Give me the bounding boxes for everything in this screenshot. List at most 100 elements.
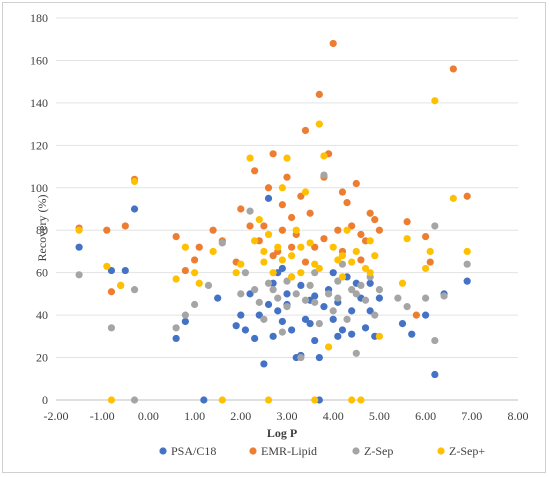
y-axis-title: Recovery (%) bbox=[35, 195, 49, 262]
data-point bbox=[204, 281, 213, 289]
data-point bbox=[278, 226, 286, 234]
data-point bbox=[426, 258, 434, 266]
data-point bbox=[334, 277, 342, 285]
legend-item: EMR-Lipid bbox=[249, 444, 317, 458]
legend-label: Z-Sep bbox=[364, 444, 393, 458]
data-point bbox=[255, 298, 263, 306]
data-point bbox=[255, 311, 263, 319]
data-point bbox=[251, 334, 259, 343]
data-point bbox=[264, 396, 273, 404]
data-point bbox=[440, 292, 448, 300]
y-tick-label: 0 bbox=[42, 393, 48, 407]
data-point bbox=[343, 199, 351, 207]
legend-marker bbox=[159, 447, 167, 455]
data-point bbox=[361, 264, 370, 273]
data-point bbox=[195, 279, 203, 287]
data-point bbox=[107, 324, 116, 332]
data-point bbox=[246, 222, 254, 230]
data-point bbox=[274, 307, 282, 315]
x-tick-label: 5.00 bbox=[369, 409, 390, 423]
y-tick-label: 20 bbox=[36, 351, 48, 365]
data-point bbox=[278, 201, 286, 209]
data-point bbox=[311, 269, 319, 277]
data-point bbox=[408, 330, 416, 338]
data-point bbox=[371, 216, 379, 224]
data-point bbox=[297, 269, 305, 277]
x-tick-labels: -2.00 -1.00 0.00 1.00 2.00 3.00 4.00 5.00 6.00 7.… bbox=[44, 409, 529, 423]
data-point bbox=[320, 235, 328, 243]
data-point bbox=[431, 336, 439, 345]
data-point bbox=[288, 243, 296, 251]
data-point bbox=[260, 258, 268, 266]
data-point bbox=[218, 239, 226, 247]
data-point bbox=[334, 226, 342, 234]
data-point bbox=[315, 90, 323, 98]
data-point bbox=[403, 303, 411, 311]
data-point bbox=[260, 360, 268, 368]
data-point bbox=[181, 311, 189, 319]
data-point bbox=[449, 65, 457, 73]
y-tick-label: 160 bbox=[30, 53, 48, 67]
data-point bbox=[315, 120, 323, 128]
data-point bbox=[130, 205, 139, 213]
data-point bbox=[172, 232, 180, 241]
x-tick-label: -1.00 bbox=[90, 409, 115, 423]
x-tick-label: 3.00 bbox=[277, 409, 298, 423]
data-point bbox=[75, 271, 83, 279]
data-point bbox=[297, 281, 305, 289]
data-point bbox=[264, 184, 273, 192]
x-tick-label: 1.00 bbox=[184, 409, 205, 423]
data-point bbox=[334, 256, 342, 264]
data-point bbox=[251, 237, 259, 245]
legend-label: Z-Sep+ bbox=[449, 444, 485, 458]
y-tick-labels: 0 20 40 60 80 100 120 140 160 180 bbox=[30, 11, 48, 407]
data-point bbox=[329, 315, 337, 323]
data-point bbox=[366, 209, 374, 217]
data-point bbox=[352, 247, 360, 256]
data-point bbox=[301, 315, 310, 323]
data-point bbox=[422, 264, 430, 273]
data-point bbox=[394, 294, 402, 302]
y-tick-label: 180 bbox=[30, 11, 48, 25]
data-point bbox=[329, 269, 337, 277]
data-point bbox=[357, 230, 365, 239]
data-point bbox=[334, 294, 342, 302]
y-tick-label: 80 bbox=[36, 223, 48, 237]
legend-item: Z-Sep bbox=[352, 444, 393, 458]
data-point bbox=[297, 192, 305, 200]
data-point bbox=[422, 311, 430, 319]
y-tick-label: 100 bbox=[30, 181, 48, 195]
data-point bbox=[329, 243, 337, 251]
data-point bbox=[255, 216, 263, 224]
data-point bbox=[260, 247, 268, 256]
data-point bbox=[311, 260, 319, 268]
data-point bbox=[172, 324, 180, 332]
data-point bbox=[463, 260, 471, 268]
data-point bbox=[200, 396, 208, 404]
data-point bbox=[117, 281, 125, 289]
data-point bbox=[246, 207, 254, 215]
data-point bbox=[375, 286, 383, 294]
data-point bbox=[269, 286, 277, 294]
data-point bbox=[324, 290, 333, 298]
data-point bbox=[297, 243, 305, 251]
data-point bbox=[130, 396, 139, 404]
series-z-sep bbox=[75, 171, 471, 404]
data-point bbox=[338, 252, 347, 260]
data-point bbox=[269, 150, 277, 158]
data-point bbox=[348, 330, 356, 338]
data-point bbox=[260, 222, 268, 230]
data-point bbox=[463, 192, 471, 200]
data-point bbox=[315, 353, 323, 362]
data-point bbox=[269, 252, 277, 260]
data-point bbox=[237, 260, 245, 268]
data-point bbox=[431, 97, 439, 105]
x-tick-label: 0.00 bbox=[138, 409, 159, 423]
data-point bbox=[283, 303, 291, 311]
data-point bbox=[449, 194, 457, 202]
data-point bbox=[348, 258, 356, 266]
data-point bbox=[121, 266, 129, 275]
data-point bbox=[348, 396, 356, 404]
data-point bbox=[301, 296, 310, 304]
legend-label: PSA/C18 bbox=[171, 444, 216, 458]
